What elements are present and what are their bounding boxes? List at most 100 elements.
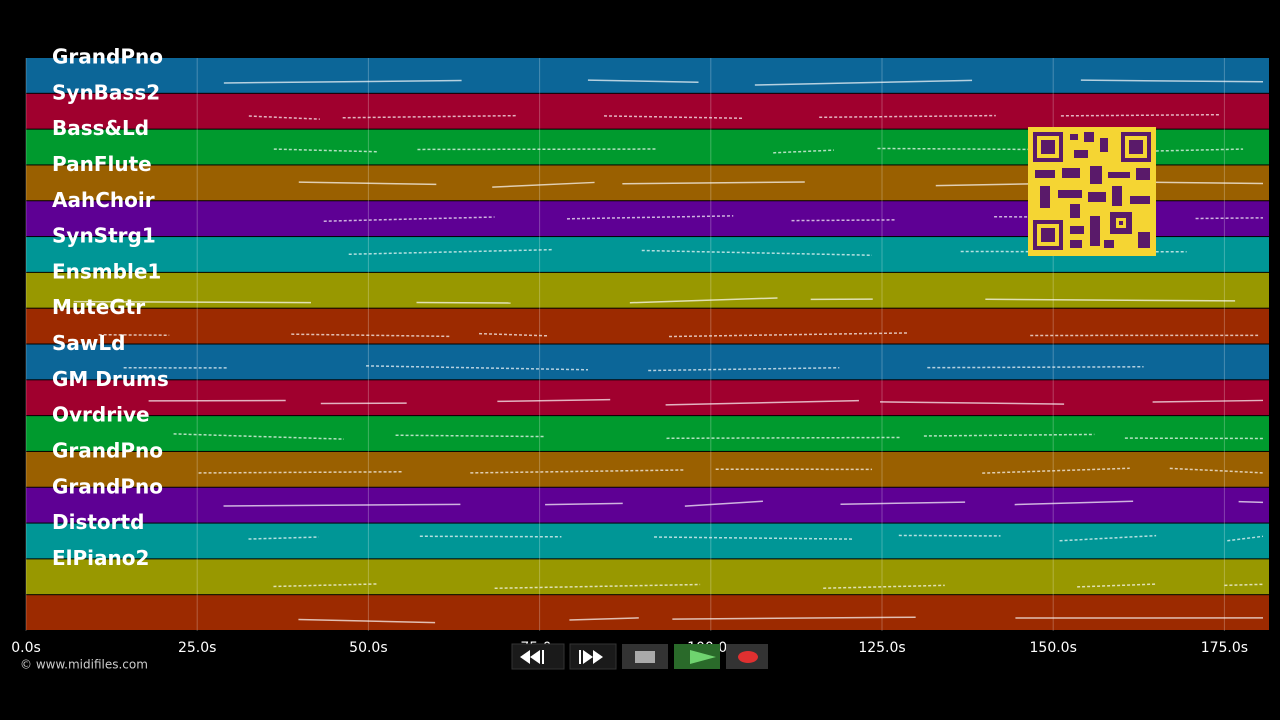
note-stroke	[648, 366, 840, 372]
note-stroke	[497, 398, 611, 403]
track-label: GM Drums	[52, 367, 169, 391]
note-stroke	[569, 617, 639, 621]
note-stroke	[1152, 399, 1264, 403]
track-labels: GrandPno SynBass2 Bass&Ld PanFlute AahChoir S…	[52, 45, 169, 570]
qr-code	[1028, 127, 1156, 256]
note-stroke	[982, 467, 1130, 474]
note-stroke	[545, 502, 623, 506]
note-stroke	[672, 616, 916, 620]
track-lane	[26, 595, 1269, 630]
note-stroke	[1077, 583, 1156, 588]
note-stroke	[840, 501, 966, 506]
note-stroke	[366, 365, 589, 371]
note-stroke	[248, 536, 319, 540]
tick-label: 175.0s	[1201, 640, 1248, 656]
note-stroke	[1224, 583, 1264, 587]
notes	[73, 79, 1264, 624]
note-stroke	[566, 215, 734, 220]
note-stroke	[684, 500, 763, 507]
note-stroke	[248, 115, 320, 120]
track-lane	[26, 58, 1269, 93]
play-button[interactable]	[674, 644, 720, 669]
note-stroke	[1195, 217, 1264, 220]
copyright: © www.midifiles.com	[20, 658, 148, 672]
note-stroke	[666, 436, 902, 440]
note-stroke	[273, 148, 379, 153]
note-stroke	[173, 433, 344, 440]
track-label: GrandPno	[52, 474, 163, 498]
note-stroke	[1060, 113, 1221, 117]
note-stroke	[479, 332, 549, 337]
note-stroke	[291, 333, 450, 338]
note-stroke	[587, 79, 699, 83]
note-stroke	[1227, 535, 1264, 542]
note-stroke	[791, 219, 896, 222]
note-stroke	[298, 181, 437, 186]
track-label: MuteGtr	[52, 295, 145, 319]
note-stroke	[494, 583, 701, 590]
track-label: Distortd	[52, 510, 144, 534]
note-stroke	[323, 216, 495, 222]
note-stroke	[823, 584, 945, 589]
note-stroke	[470, 469, 685, 474]
note-stroke	[754, 79, 973, 86]
note-stroke	[654, 536, 854, 540]
note-stroke	[273, 583, 377, 588]
note-stroke	[1238, 500, 1264, 504]
note-stroke	[665, 399, 859, 406]
note-stroke	[348, 248, 553, 256]
track-label: SawLd	[52, 331, 125, 355]
track-lane	[26, 308, 1269, 344]
note-stroke	[604, 115, 743, 120]
track-lane	[26, 380, 1269, 416]
tick-label: 25.0s	[178, 640, 216, 656]
track-label: PanFlute	[52, 152, 152, 176]
note-stroke	[923, 433, 1095, 437]
fast-forward-button[interactable]	[569, 643, 617, 670]
track-lane	[26, 559, 1269, 595]
track-label: Ensmble1	[52, 259, 161, 283]
note-stroke	[1169, 467, 1264, 474]
track-lane	[26, 487, 1269, 523]
tick-label: 150.0s	[1030, 640, 1077, 656]
track-lane	[26, 451, 1269, 487]
note-stroke	[342, 114, 518, 119]
note-stroke	[773, 149, 834, 154]
track-lane	[26, 344, 1269, 380]
rewind-button[interactable]	[511, 643, 565, 670]
stop-button[interactable]	[622, 644, 668, 669]
note-stroke	[985, 298, 1236, 302]
track-lane	[26, 523, 1269, 559]
track-label: GrandPno	[52, 438, 163, 462]
note-stroke	[819, 114, 996, 119]
note-stroke	[629, 297, 778, 304]
track-label: GrandPno	[52, 45, 163, 69]
note-stroke	[1014, 500, 1134, 506]
note-stroke	[877, 147, 1032, 151]
tick-label: 50.0s	[349, 640, 387, 656]
note-stroke	[98, 333, 170, 336]
record-button[interactable]	[726, 644, 768, 669]
note-stroke	[223, 503, 461, 507]
tick-label: 0.0s	[11, 640, 41, 656]
track-label: Ovrdrive	[52, 403, 150, 427]
note-stroke	[419, 535, 562, 538]
track-label: SynBass2	[52, 80, 160, 104]
note-stroke	[1059, 534, 1157, 542]
tick-label: 125.0s	[858, 640, 905, 656]
note-stroke	[641, 249, 872, 256]
note-stroke	[492, 181, 595, 188]
note-stroke	[73, 300, 312, 304]
note-stroke	[622, 181, 805, 185]
track-label: SynStrg1	[52, 224, 156, 248]
note-stroke	[223, 79, 462, 84]
note-stroke	[1150, 181, 1264, 185]
track-label: ElPiano2	[52, 546, 149, 570]
track-lane	[26, 416, 1269, 451]
note-stroke	[198, 471, 403, 474]
note-stroke	[1080, 79, 1264, 83]
track-label: Bass&Ld	[52, 116, 149, 140]
transport-controls	[511, 643, 768, 670]
track-lane	[26, 93, 1269, 129]
